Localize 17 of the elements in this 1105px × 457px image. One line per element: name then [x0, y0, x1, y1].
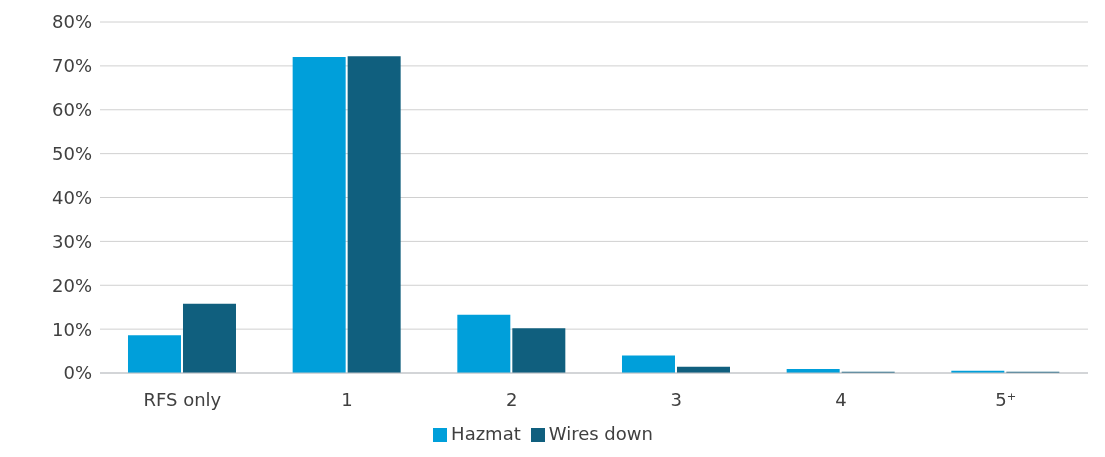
x-tick-label: RFS only	[143, 388, 222, 410]
x-tick-label: 4	[835, 388, 847, 410]
y-tick-label: 80%	[51, 11, 92, 33]
y-tick-label: 50%	[51, 143, 92, 165]
x-tick-label: 3	[670, 388, 683, 410]
x-tick-label: 2	[505, 388, 518, 410]
y-tick-label: 20%	[51, 274, 92, 296]
y-tick-label: 70%	[51, 55, 92, 77]
x-tick-label: 5⁺	[995, 388, 1017, 410]
legend-label: Wires down	[548, 423, 653, 444]
y-tick-label: 60%	[51, 99, 92, 121]
y-tick-label: 30%	[51, 230, 92, 252]
legend-label: Hazmat	[451, 423, 521, 444]
y-tick-label: 10%	[51, 318, 92, 340]
y-tick-label: 0%	[63, 362, 92, 384]
y-tick-label: 40%	[51, 186, 92, 208]
x-tick-label: 1	[341, 388, 353, 410]
